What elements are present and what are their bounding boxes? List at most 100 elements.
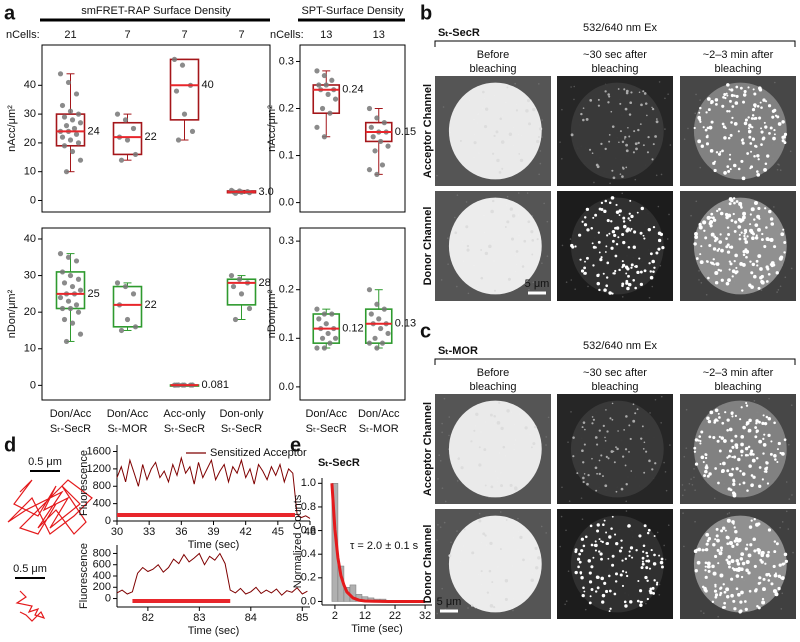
image-spot — [601, 600, 605, 604]
image-spot — [614, 269, 617, 273]
image-spot — [739, 469, 742, 473]
image-spot — [482, 90, 485, 94]
image-spot — [726, 536, 730, 540]
y-tick-label: 10 — [24, 343, 36, 355]
image-spot — [496, 158, 500, 163]
image-noise — [441, 431, 443, 434]
data-point — [321, 345, 327, 351]
image-spot — [728, 449, 733, 453]
image-spot — [460, 466, 464, 470]
x-tick-label: 36 — [175, 526, 187, 538]
image-spot — [752, 88, 755, 91]
image-spot — [745, 404, 749, 407]
image-spot — [597, 240, 601, 244]
image-spot — [714, 270, 719, 275]
image-spot — [625, 143, 628, 147]
image-spot — [620, 546, 623, 549]
image-spot — [765, 265, 769, 269]
image-spot — [733, 259, 736, 263]
image-spot — [733, 122, 738, 126]
image-noise — [436, 612, 439, 615]
image-spot — [705, 111, 708, 114]
image-noise — [456, 194, 459, 196]
image-spot — [719, 233, 722, 236]
image-spot — [600, 142, 603, 145]
image-noise — [526, 192, 529, 194]
image-spot — [714, 239, 717, 243]
image-spot — [751, 108, 756, 112]
image-spot — [726, 226, 730, 229]
image-spot — [652, 143, 655, 146]
image-spot — [733, 526, 736, 529]
image-spot — [610, 450, 614, 453]
image-spot — [484, 251, 489, 256]
image-noise — [774, 81, 776, 84]
image-spot — [639, 603, 643, 608]
image-spot — [697, 439, 700, 442]
image-spot — [718, 551, 723, 556]
data-point — [378, 325, 384, 332]
image-spot — [732, 478, 736, 482]
image-spot — [602, 272, 605, 275]
image-spot — [723, 601, 727, 605]
image-spot — [716, 439, 720, 443]
image-spot — [742, 211, 747, 216]
image-spot — [646, 554, 649, 558]
image-spot — [774, 458, 777, 461]
data-point — [65, 79, 72, 86]
data-point — [232, 316, 239, 323]
box — [169, 58, 200, 121]
image-noise — [664, 128, 666, 130]
image-spot — [748, 135, 752, 139]
image-spot — [712, 258, 715, 261]
image-spot — [693, 242, 697, 246]
data-point — [314, 124, 320, 130]
category-label: Don/Acc — [50, 408, 92, 420]
image-spot — [757, 227, 761, 232]
image-spot — [621, 260, 624, 263]
box — [364, 308, 393, 344]
image-spot — [608, 535, 612, 539]
image-spot — [782, 135, 786, 139]
image-spot — [754, 105, 757, 108]
image-spot — [598, 538, 601, 541]
image-spot — [731, 275, 734, 278]
image-spot — [747, 445, 751, 449]
image-spot — [655, 251, 659, 255]
image-spot — [754, 145, 758, 148]
cell — [448, 515, 542, 613]
image-spot — [658, 554, 661, 557]
cell — [693, 82, 787, 180]
image-spot — [750, 474, 754, 477]
image-spot — [741, 176, 746, 181]
image-noise — [717, 615, 719, 618]
image-spot — [763, 433, 766, 436]
image-spot — [611, 402, 614, 405]
image-spot — [694, 462, 699, 466]
image-noise — [531, 215, 534, 217]
image-spot — [661, 246, 665, 250]
image-spot — [743, 89, 747, 94]
image-spot — [725, 215, 729, 220]
data-point — [325, 330, 331, 337]
image-spot — [619, 173, 622, 175]
data-point — [238, 291, 245, 297]
image-spot — [773, 133, 776, 136]
image-noise — [456, 285, 458, 288]
median-label: 22 — [145, 131, 157, 143]
y-tick-label: 0.2 — [301, 572, 316, 584]
image-spot — [715, 534, 719, 538]
image-spot — [735, 270, 739, 274]
bracket — [434, 40, 796, 47]
image-noise — [781, 592, 784, 595]
image-spot — [728, 541, 733, 546]
image-spot — [591, 242, 594, 245]
image-spot — [772, 263, 776, 267]
median-label: 0.24 — [342, 84, 363, 96]
image-spot — [746, 152, 750, 155]
image-spot — [746, 489, 749, 492]
y-tick-label: 0 — [30, 194, 36, 206]
image-spot — [746, 235, 749, 238]
image-spot — [630, 91, 633, 94]
